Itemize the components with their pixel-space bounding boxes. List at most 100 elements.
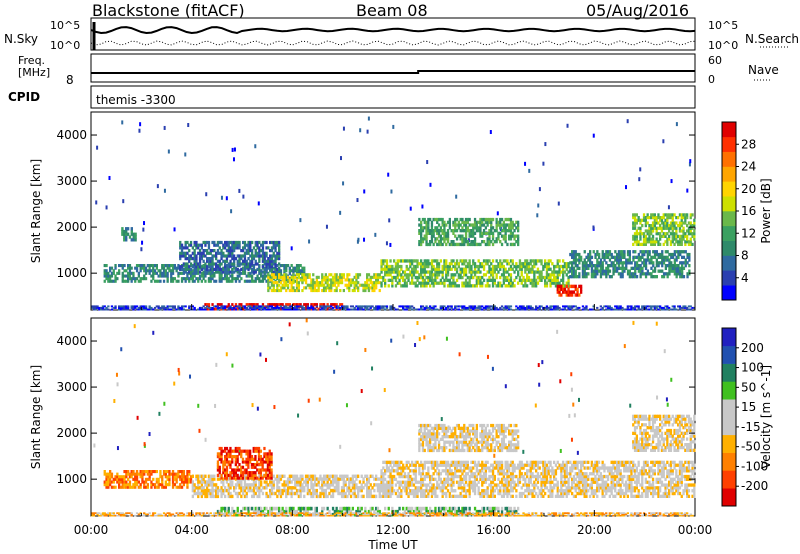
power-cell	[585, 255, 588, 259]
velocity-cell	[234, 463, 237, 467]
power-cell	[278, 275, 281, 279]
power-cell	[200, 267, 203, 271]
velocity-cell	[109, 477, 112, 481]
velocity-cell	[222, 449, 225, 453]
power-cell	[547, 259, 550, 263]
power-cell	[572, 284, 576, 289]
power-cell	[567, 308, 570, 311]
power-cell	[278, 306, 281, 309]
power-cell	[286, 286, 290, 290]
power-cell	[646, 232, 649, 236]
power-cell	[671, 226, 674, 230]
power-cell	[500, 305, 504, 308]
power-cell	[333, 283, 336, 287]
power-cell	[328, 308, 331, 311]
power-cell	[400, 267, 403, 271]
power-cell	[204, 240, 207, 245]
power-cell	[437, 270, 441, 274]
power-cell	[261, 243, 265, 247]
power-cell	[669, 216, 673, 220]
power-cell	[633, 306, 637, 309]
power-cell	[179, 257, 182, 261]
power-cell	[572, 261, 576, 265]
power-cell	[353, 308, 356, 311]
power-cell	[427, 259, 430, 263]
power-cell	[202, 277, 205, 281]
power-cell	[596, 269, 599, 273]
power-cell	[206, 303, 209, 306]
power-cell	[162, 264, 166, 268]
power-cell	[391, 278, 394, 282]
power-cell	[459, 234, 462, 238]
velocity-cell	[252, 449, 255, 453]
power-cell	[635, 266, 639, 270]
power-cell	[540, 262, 543, 266]
power-cell	[337, 305, 340, 308]
velocity-cell	[331, 483, 335, 487]
power-cell	[376, 306, 380, 309]
power-cell	[380, 281, 383, 285]
power-cell	[256, 251, 259, 255]
power-cell	[623, 252, 626, 257]
power-cell	[437, 223, 441, 227]
power-cell	[164, 308, 167, 311]
power-cell	[342, 275, 345, 279]
power-cell	[659, 242, 662, 246]
power-cell	[500, 242, 504, 247]
power-cell	[524, 259, 527, 263]
power-cell	[616, 252, 619, 257]
power-cell	[680, 224, 683, 228]
power-cell	[652, 269, 655, 273]
power-cell	[653, 275, 657, 279]
power-cell	[353, 306, 356, 309]
power-cell	[617, 305, 620, 308]
power-cell	[396, 259, 399, 263]
velocity-cell	[303, 494, 306, 499]
power-cell	[402, 259, 405, 263]
power-scatter-point	[141, 240, 144, 245]
power-cell	[464, 273, 468, 277]
power-cell	[446, 229, 450, 233]
velocity-cell	[278, 474, 281, 478]
power-cell	[179, 243, 182, 247]
power-cell	[666, 218, 669, 222]
power-cell	[673, 237, 676, 241]
power-cell	[304, 275, 308, 279]
power-cell	[634, 272, 637, 276]
power-cell	[589, 264, 592, 268]
power-colorbar-segment	[722, 136, 736, 152]
power-cell	[260, 249, 263, 253]
power-cell	[430, 267, 434, 271]
power-cell	[608, 252, 612, 257]
power-cell	[567, 275, 570, 280]
power-cell	[315, 305, 318, 308]
power-cell	[607, 255, 610, 259]
power-cell	[612, 261, 615, 265]
velocity-cell	[288, 491, 291, 496]
power-cell	[621, 255, 624, 259]
power-cell	[135, 305, 139, 308]
velocity-cell	[116, 475, 119, 479]
velocity-cell	[322, 488, 326, 493]
power-cell	[581, 275, 585, 279]
velocity-cell	[315, 488, 318, 493]
power-cell	[121, 266, 124, 270]
power-cell	[464, 267, 468, 271]
power-cell	[231, 254, 234, 258]
power-cell	[130, 229, 133, 234]
power-cell	[565, 293, 568, 297]
power-cell	[274, 305, 277, 309]
power-cell	[202, 249, 205, 253]
power-cell	[139, 269, 142, 273]
power-cell	[439, 240, 442, 244]
power-cell	[670, 264, 673, 268]
power-cell	[450, 262, 453, 266]
power-cell	[114, 306, 117, 309]
power-cell	[439, 229, 442, 233]
power-cell	[554, 264, 558, 269]
power-cell	[531, 270, 534, 274]
power-cell	[508, 267, 511, 271]
power-cell	[238, 254, 241, 258]
velocity-cell	[164, 470, 167, 474]
power-cell	[490, 220, 493, 224]
